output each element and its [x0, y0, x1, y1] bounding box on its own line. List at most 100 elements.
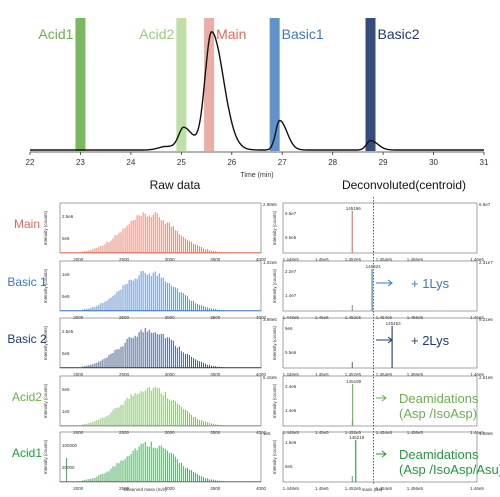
raw-x-tick-label: 2000 [73, 372, 84, 377]
deconv-x-tick-label: 1.456e5 [407, 486, 424, 491]
raw-y-tick-lower: 5e5 [62, 351, 70, 356]
raw-y-tick-lower: 5e5 [62, 294, 70, 299]
raw-max-intensity: 1.02e6 [263, 260, 277, 265]
deconv-y-tick-upper: 2.4e6 [285, 384, 297, 389]
chromatogram-tick-label: 30 [429, 158, 438, 167]
mass-shift-arrowhead [387, 336, 393, 344]
chromatogram-tick-label: 26 [227, 158, 236, 167]
fraction-label-acid2: Acid2 [139, 26, 174, 42]
deconv-plot-frame [282, 317, 478, 369]
deconv-x-tick-label: 1.454e5 [376, 372, 393, 377]
chromatogram-tick-label: 24 [126, 158, 135, 167]
deconv-x-tick-label: 1.46e5 [470, 486, 484, 491]
deconv-x-tick-label: 1.452e5 [345, 257, 362, 262]
deconv-y-tick-upper: 1.5e6 [285, 440, 297, 445]
fraction-band-basic1 [269, 18, 280, 151]
raw-y-tick-upper: 1e6 [62, 272, 70, 277]
chromatogram-tick-label: 25 [177, 158, 186, 167]
mass-shift-annotation: + 2Lys [411, 333, 450, 348]
deconv-x-tick-label: 1.456e5 [407, 257, 424, 262]
raw-max-intensity: 5.16e5 [263, 375, 277, 380]
fraction-label-basic1: Basic1 [282, 26, 324, 42]
raw-y-axis-label: Intensity (counts) [43, 383, 48, 418]
raw-x-tick-label: 2500 [119, 257, 130, 262]
raw-max-intensity: 3.98e5 [263, 317, 277, 322]
deconv-y-axis-label: Intensity (counts) [272, 439, 277, 474]
spectrum-row-basic-1: Basic 1 Intensity (counts) 1.02e6 1e6 5e5 200… [7, 260, 493, 320]
raw-spectrum-trace [66, 441, 232, 482]
deconv-peak-mass-label: 145196 [346, 206, 362, 211]
chromatogram-tick-label: 29 [379, 158, 388, 167]
deconv-x-tick-label: 1.448e5 [283, 430, 300, 435]
raw-y-axis-label: Intensity (counts) [43, 439, 48, 474]
raw-x-tick-label: 4000 [256, 257, 267, 262]
deconv-plot-frame [282, 202, 478, 254]
deconv-y-axis-label: Intensity (counts) [272, 210, 277, 245]
fraction-label-basic2: Basic2 [378, 26, 420, 42]
chromatogram-tick-label: 27 [278, 158, 287, 167]
deconv-y-axis-label: Intensity (counts) [272, 268, 277, 303]
deconv-x-tick-label: 1.448e5 [283, 315, 300, 320]
raw-y-tick-upper: 5e5 [62, 387, 70, 392]
raw-x-tick-label: 2000 [73, 486, 84, 491]
raw-spectrum-trace [82, 328, 232, 368]
spectrum-row-acid1: Acid1 Intensity (counts)1e510000020000200… [12, 431, 500, 491]
chromatogram-x-label: Time (min) [240, 172, 273, 179]
raw-plot-frame [59, 260, 262, 312]
deconv-y-tick-lower: 5.5e6 [285, 350, 297, 355]
deconv-max-intensity: 2.61e6 [479, 375, 493, 380]
chromatogram-tick-label: 31 [480, 158, 489, 167]
deconv-x-tick-label: 1.45e5 [315, 315, 329, 320]
chromatogram-panel: Acid1 Acid2 Main Basic1 Basic2 22 23 24 25 26 27 2… [26, 18, 489, 179]
raw-x-tick-label: 2000 [73, 257, 84, 262]
chromatogram-tick-label: 23 [76, 158, 85, 167]
mass-shift-annotation: Deamidations [399, 447, 479, 462]
deconv-x-tick-label: 1.454e5 [376, 430, 393, 435]
raw-x-tick-label: 3500 [210, 315, 221, 320]
deconv-x-tick-label: 1.448e5 [283, 257, 300, 262]
raw-data-title: Raw data [150, 178, 201, 192]
mass-shift-annotation: Deamidations [399, 391, 479, 406]
fraction-band-main [204, 18, 215, 151]
deconv-x-tick-label: 1.46e5 [470, 372, 484, 377]
raw-y-tick-lower: 1e5 [62, 409, 70, 414]
mass-shift-arrowhead [387, 279, 393, 287]
deconv-x-tick-label: 1.456e5 [407, 372, 424, 377]
row-label: Main [14, 217, 40, 231]
raw-x-tick-label: 3500 [210, 372, 221, 377]
raw-max-intensity: 2.98e6 [263, 202, 277, 207]
mass-shift-annotation: + 1Lys [411, 276, 450, 291]
deconv-x-tick-label: 1.45e5 [315, 430, 329, 435]
spectrum-row-basic-2: Basic 2 Intensity (counts) 3.98e5 2.5e5 5e5 2… [7, 317, 493, 377]
raw-y-tick-lower: 20000 [62, 465, 75, 470]
raw-x-tick-label: 3000 [165, 372, 176, 377]
chromatogram-tick-label: 28 [328, 158, 337, 167]
row-label: Basic 2 [7, 332, 47, 346]
chromatogram-tick-label: 22 [26, 158, 35, 167]
deconv-y-tick-upper: 9e6 [285, 326, 293, 331]
deconv-x-tick-label: 1.45e5 [315, 257, 329, 262]
raw-y-tick-upper: 2.5e5 [62, 329, 74, 334]
deconv-y-tick-lower: 1.4e7 [285, 293, 297, 298]
fraction-label-acid1: Acid1 [38, 26, 73, 42]
deconv-x-tick-label: 1.46e5 [470, 257, 484, 262]
deconv-x-tick-label: 1.448e5 [283, 372, 300, 377]
deconv-max-intensity: 9.21e6 [479, 317, 493, 322]
mass-shift-annotation: (Asp /IsoAsp/Asu) [399, 462, 500, 477]
row-label: Acid2 [12, 390, 42, 404]
deconv-x-tick-label: 1.45e5 [315, 372, 329, 377]
raw-x-tick-label: 2500 [119, 315, 130, 320]
deconv-peak-mass-label: 145199 [346, 379, 362, 384]
deconv-y-axis-label: Intensity (counts) [272, 325, 277, 360]
raw-x-tick-label: 4000 [256, 372, 267, 377]
deconv-x-tick-label: 1.456e5 [407, 315, 424, 320]
row-label: Basic 1 [7, 275, 47, 289]
deconv-plot-frame [282, 375, 478, 427]
deconv-y-axis-label: Intensity (counts) [272, 383, 277, 418]
deconv-x-tick-label: 1.452e5 [345, 486, 362, 491]
raw-x-tick-label: 2000 [73, 430, 84, 435]
deconv-y-tick-upper: 2.2e7 [285, 269, 297, 274]
raw-x-tick-label: 3500 [210, 486, 221, 491]
raw-x-tick-label: 4000 [256, 486, 267, 491]
